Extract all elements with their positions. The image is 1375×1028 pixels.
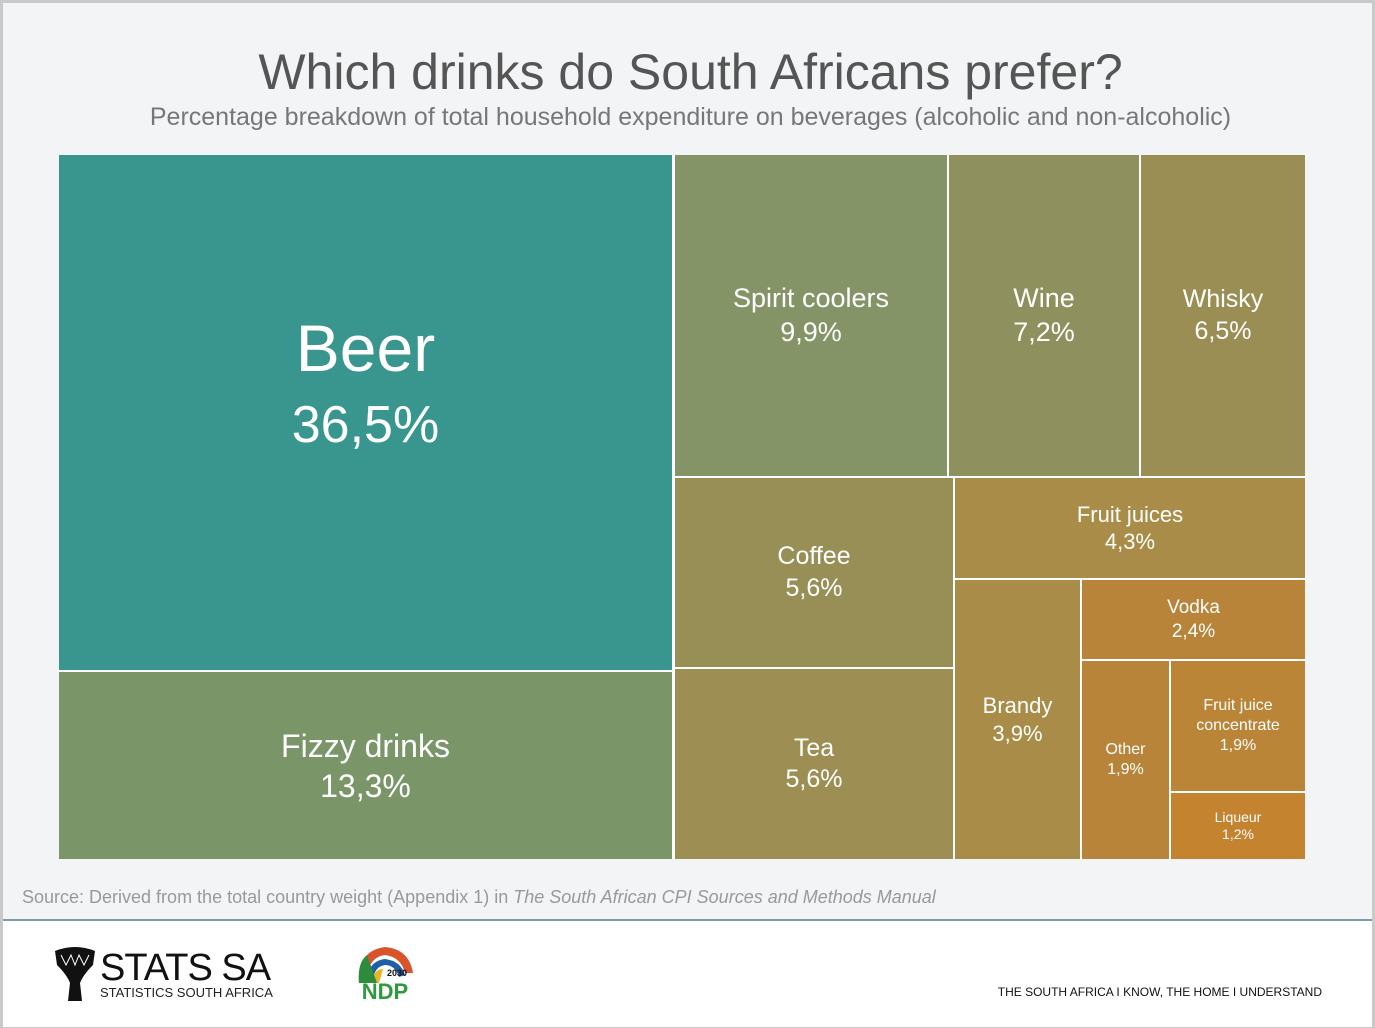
- cell-value: 1,9%: [1219, 737, 1257, 754]
- treemap-cell-fizzy-drinks: Fizzy drinks 13,3%: [59, 672, 672, 859]
- cell-value: 1,2%: [1222, 826, 1254, 842]
- ndp-year: 2030: [387, 968, 407, 978]
- cell-value: 13,3%: [320, 767, 411, 804]
- stats-sa-logo-icon: [55, 947, 95, 1001]
- cell-label: Other: [1105, 741, 1146, 758]
- treemap-cell-other: Other 1,9%: [1082, 661, 1169, 859]
- treemap-cell-liqueur: Liqueur 1,2%: [1171, 793, 1305, 859]
- stats-sa-subtitle: STATISTICS SOUTH AFRICA: [100, 985, 273, 1000]
- treemap-cell-brandy: Brandy 3,9%: [955, 580, 1080, 859]
- cell-value: 9,9%: [780, 316, 842, 347]
- cell-label: Fruit juices: [1076, 501, 1184, 527]
- cell-value: 5,6%: [785, 765, 843, 793]
- cell-label: Fruit juice concentrate: [1196, 697, 1280, 734]
- cell-value: 1,9%: [1107, 761, 1144, 778]
- cell-value: 6,5%: [1194, 316, 1252, 345]
- treemap-cell-whisky: Whisky 6,5%: [1141, 155, 1305, 476]
- stats-sa-name: STATS SA: [100, 947, 271, 989]
- source-note: Source: Derived from the total country w…: [22, 887, 936, 908]
- cell-label: Wine: [1013, 282, 1075, 313]
- cell-value: 36,5%: [291, 396, 440, 455]
- cell-label: Fizzy drinks: [281, 727, 450, 764]
- chart-title: Which drinks do South Africans prefer?: [258, 44, 1123, 100]
- treemap-cell-fruit-juice-concentrate: Fruit juice concentrate 1,9%: [1171, 661, 1305, 791]
- tagline: THE SOUTH AFRICA I KNOW, THE HOME I UNDE…: [997, 985, 1322, 999]
- cell-value: 7,2%: [1013, 316, 1075, 347]
- chart-subtitle: Percentage breakdown of total household …: [149, 103, 1232, 131]
- cell-value: 2,4%: [1171, 620, 1216, 642]
- treemap-cell-beer: Beer 36,5%: [59, 155, 672, 670]
- source-text: Source: Derived from the total country w…: [22, 887, 514, 907]
- treemap-cell-fruit-juices: Fruit juices 4,3%: [955, 478, 1305, 578]
- footer: STATS SA STATISTICS SOUTH AFRICA 2030 ND…: [3, 919, 1372, 1027]
- treemap-cell-vodka: Vodka 2,4%: [1082, 580, 1305, 659]
- treemap: Beer 36,5% Fizzy drinks 13,3% Spirit coolers…: [59, 155, 1305, 859]
- cell-label: Tea: [793, 733, 835, 762]
- treemap-cell-coffee: Coffee 5,6%: [675, 478, 953, 667]
- cell-label: Beer: [295, 310, 436, 385]
- cell-label: Spirit coolers: [732, 282, 890, 313]
- cell-label: Liqueur: [1214, 808, 1262, 825]
- cell-label: Whisky: [1182, 285, 1264, 314]
- cell-label: Coffee: [777, 542, 851, 571]
- treemap-cell-wine: Wine 7,2%: [949, 155, 1139, 476]
- treemap-cell-tea: Tea 5,6%: [675, 669, 953, 859]
- treemap-cell-spirit-coolers: Spirit coolers 9,9%: [675, 155, 947, 476]
- ndp-text: NDP: [362, 979, 408, 1003]
- cell-label: Brandy: [982, 693, 1053, 718]
- source-title: The South African CPI Sources and Method…: [513, 887, 936, 907]
- cell-value: 5,6%: [785, 573, 843, 602]
- cell-label: Vodka: [1167, 596, 1220, 618]
- ndp-2030-logo-icon: 2030 NDP: [358, 947, 413, 1003]
- cell-value: 3,9%: [992, 720, 1043, 746]
- cell-value: 4,3%: [1104, 529, 1156, 554]
